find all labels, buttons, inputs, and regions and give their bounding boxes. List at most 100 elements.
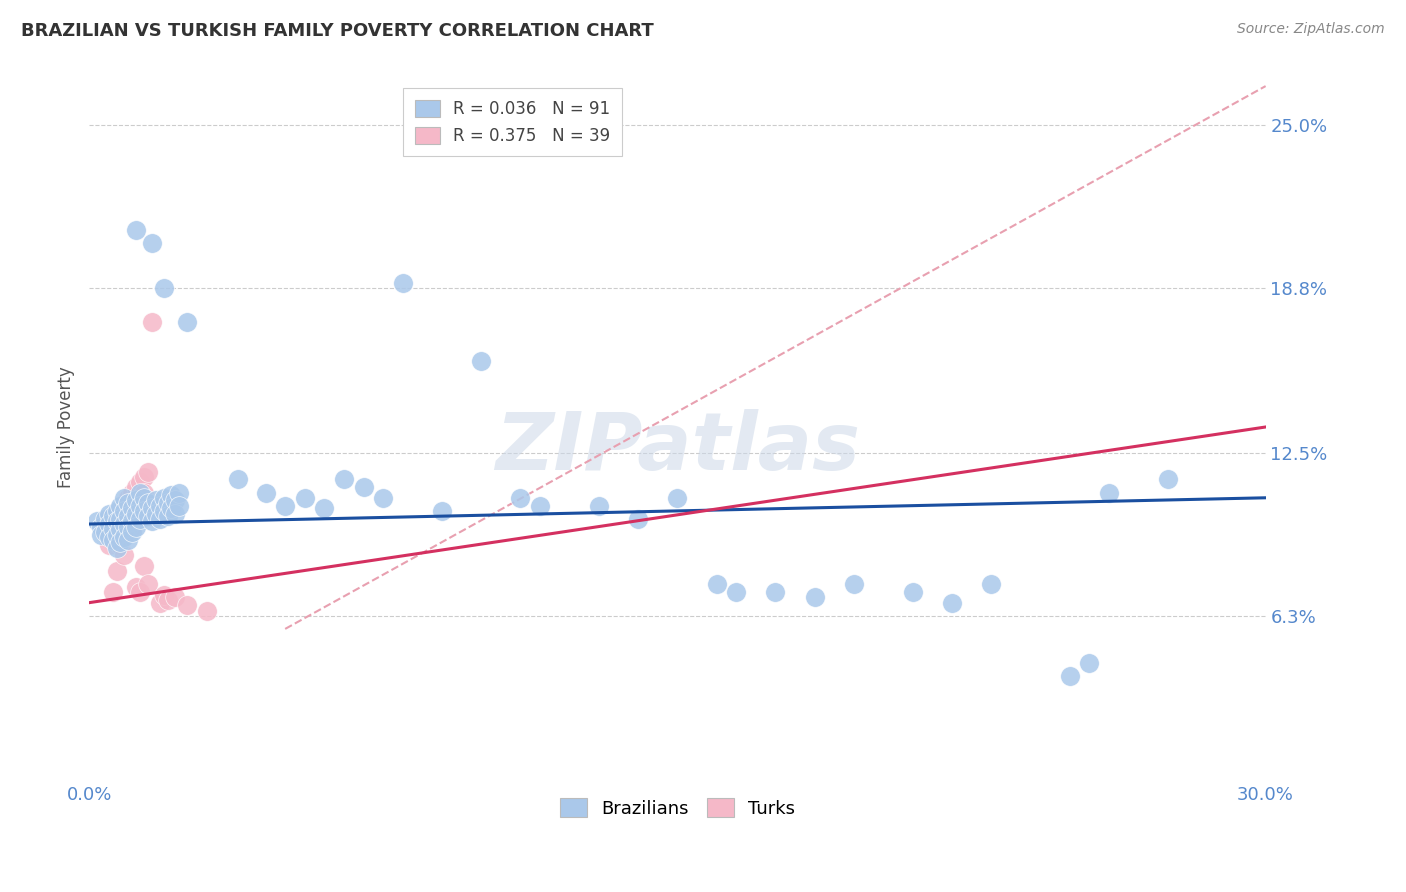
Point xyxy=(274,499,297,513)
Point xyxy=(117,533,139,547)
Point xyxy=(195,603,218,617)
Point xyxy=(156,509,179,524)
Point xyxy=(129,485,152,500)
Point xyxy=(117,491,139,505)
Point xyxy=(125,493,148,508)
Point xyxy=(763,585,786,599)
Point xyxy=(165,507,187,521)
Point xyxy=(129,585,152,599)
Point xyxy=(136,577,159,591)
Point xyxy=(470,354,492,368)
Point xyxy=(112,549,135,563)
Point xyxy=(112,504,135,518)
Text: Source: ZipAtlas.com: Source: ZipAtlas.com xyxy=(1237,22,1385,37)
Point xyxy=(165,591,187,605)
Point xyxy=(132,470,155,484)
Point xyxy=(97,507,120,521)
Point xyxy=(136,509,159,524)
Point xyxy=(666,491,689,505)
Point xyxy=(125,496,148,510)
Point xyxy=(141,315,163,329)
Point xyxy=(141,501,163,516)
Point xyxy=(149,596,172,610)
Point xyxy=(97,530,120,544)
Point xyxy=(112,515,135,529)
Point xyxy=(156,593,179,607)
Point xyxy=(105,541,128,555)
Point xyxy=(803,591,825,605)
Point xyxy=(117,507,139,521)
Point xyxy=(97,538,120,552)
Point xyxy=(101,585,124,599)
Point xyxy=(509,491,531,505)
Point xyxy=(627,512,650,526)
Point xyxy=(156,496,179,510)
Point xyxy=(149,499,172,513)
Point xyxy=(105,564,128,578)
Point xyxy=(97,512,120,526)
Point xyxy=(112,499,135,513)
Point xyxy=(136,465,159,479)
Point xyxy=(160,488,183,502)
Point xyxy=(94,524,117,539)
Point xyxy=(110,538,132,552)
Y-axis label: Family Poverty: Family Poverty xyxy=(58,366,75,488)
Point xyxy=(226,472,249,486)
Point xyxy=(97,516,120,531)
Point xyxy=(129,512,152,526)
Point xyxy=(112,491,135,505)
Point xyxy=(149,512,172,526)
Point xyxy=(121,515,143,529)
Point xyxy=(136,496,159,510)
Point xyxy=(112,516,135,531)
Point xyxy=(105,504,128,518)
Point xyxy=(125,480,148,494)
Point xyxy=(101,533,124,547)
Point xyxy=(980,577,1002,591)
Point xyxy=(588,499,610,513)
Point xyxy=(117,509,139,524)
Point xyxy=(94,512,117,526)
Point xyxy=(110,507,132,521)
Point xyxy=(121,485,143,500)
Point xyxy=(105,527,128,541)
Point xyxy=(132,485,155,500)
Point xyxy=(132,504,155,518)
Point xyxy=(529,499,551,513)
Point xyxy=(141,236,163,251)
Point xyxy=(112,530,135,544)
Point xyxy=(353,480,375,494)
Point xyxy=(90,527,112,541)
Point xyxy=(176,315,198,329)
Point xyxy=(105,512,128,526)
Point xyxy=(152,281,174,295)
Point xyxy=(110,519,132,533)
Point xyxy=(117,496,139,510)
Point xyxy=(1059,669,1081,683)
Point xyxy=(110,512,132,526)
Point xyxy=(145,507,167,521)
Point xyxy=(901,585,924,599)
Point xyxy=(294,491,316,505)
Point xyxy=(176,599,198,613)
Point xyxy=(117,519,139,533)
Legend: Brazilians, Turks: Brazilians, Turks xyxy=(553,791,803,825)
Point xyxy=(101,530,124,544)
Point xyxy=(391,276,413,290)
Point xyxy=(1078,656,1101,670)
Point xyxy=(254,485,277,500)
Point xyxy=(129,475,152,489)
Point xyxy=(169,499,191,513)
Point xyxy=(125,507,148,521)
Point xyxy=(129,499,152,513)
Point xyxy=(160,501,183,516)
Point xyxy=(132,558,155,573)
Point xyxy=(101,522,124,536)
Point xyxy=(1156,472,1178,486)
Point xyxy=(125,580,148,594)
Point xyxy=(125,519,148,533)
Point xyxy=(333,472,356,486)
Point xyxy=(105,515,128,529)
Point xyxy=(101,509,124,524)
Point xyxy=(169,485,191,500)
